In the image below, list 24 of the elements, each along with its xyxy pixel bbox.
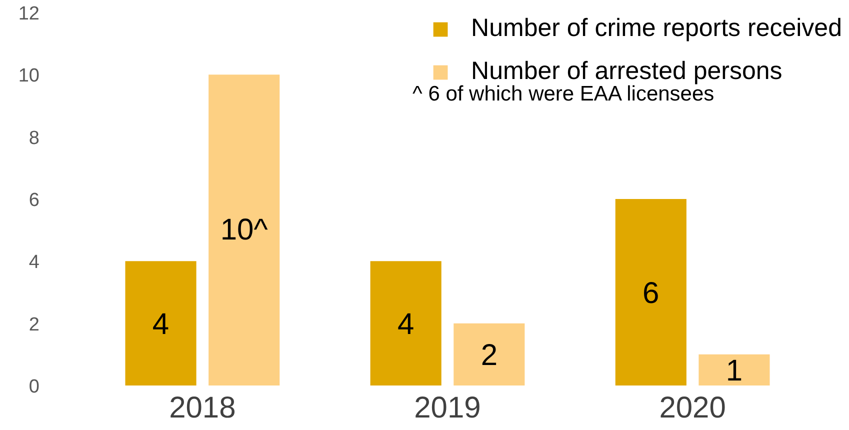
y-tick-label: 4: [28, 252, 40, 274]
x-tick-label: 2018: [169, 392, 236, 424]
data-label: 1: [726, 354, 743, 388]
y-tick-label: 8: [28, 128, 40, 149]
x-tick-label: 2020: [659, 392, 726, 424]
data-label: 6: [642, 276, 660, 310]
y-tick-label: 12: [18, 4, 40, 24]
y-tick-label: 2: [28, 314, 40, 336]
data-label: 4: [152, 308, 170, 341]
bar: [370, 261, 442, 386]
data-label: 10^: [220, 214, 268, 247]
legend-label: Number of crime reports received: [471, 14, 842, 43]
bar: [615, 199, 686, 386]
y-tick-label: 0: [28, 376, 40, 398]
bar: [454, 323, 525, 386]
legend-label: Number of arrested persons: [471, 57, 782, 85]
x-tick-label: 2019: [414, 392, 481, 424]
data-label: 2: [480, 338, 498, 372]
bar: [698, 354, 770, 386]
y-tick-label: 10: [18, 66, 40, 87]
y-tick-label: 6: [28, 190, 40, 211]
bar: [125, 261, 196, 386]
data-label: 4: [397, 308, 414, 341]
bar: [208, 74, 280, 386]
